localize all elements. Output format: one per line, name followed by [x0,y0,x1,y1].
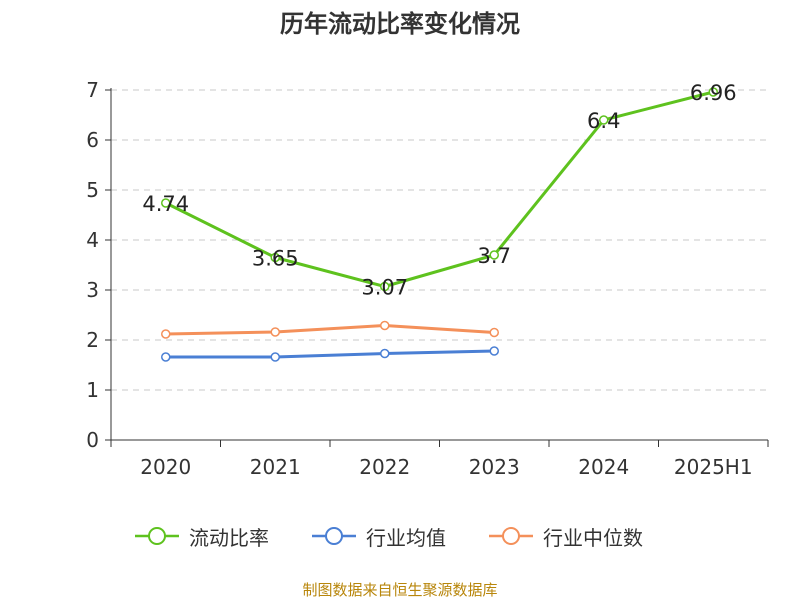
legend-item-industry-mean[interactable]: 行业均值 [310,520,446,552]
y-tick-label: 5 [86,178,99,202]
legend-marker-icon [312,527,356,545]
data-point [161,352,171,362]
legend-label: 行业均值 [366,525,446,550]
series-line [165,90,714,288]
y-tick-label: 0 [86,428,99,452]
y-tick-label: 3 [86,278,99,302]
data-point [489,250,499,260]
chart-title: 历年流动比率变化情况 [280,10,520,38]
data-point [380,348,390,359]
x-tick-label: 2024 [578,455,629,479]
legend-item-current-ratio[interactable]: 流动比率 [133,520,269,552]
data-point [380,320,390,331]
x-tick-label: 2025H1 [674,455,753,479]
data-labels: 4.74 3.65 3.07 3.7 6.4 6.96 [142,81,736,300]
series-line [165,349,495,359]
legend: 流动比率 行业均值 行业中位数 [0,520,800,552]
data-label: 4.74 [142,192,189,216]
legend-label: 行业中位数 [543,525,643,550]
x-tick-label: 2023 [469,455,520,479]
data-point [161,198,171,208]
data-point [161,329,171,339]
data-label: 6.4 [587,109,620,133]
y-tick-label: 7 [86,78,99,102]
legend-label: 流动比率 [189,525,269,550]
legend-item-industry-median[interactable]: 行业中位数 [487,520,643,552]
x-tick-label: 2022 [359,455,410,479]
data-point [270,352,280,362]
x-tick-label: 2020 [140,455,191,479]
data-label: 3.07 [361,276,408,300]
source-note: 制图数据来自恒生聚源数据库 [302,581,498,599]
legend-circle [502,527,520,545]
data-label: 3.65 [252,247,299,271]
data-point [380,281,390,292]
legend-marker-icon [135,527,179,545]
data-label: 3.7 [478,244,511,268]
data-point [708,87,718,97]
data-point [270,252,280,263]
x-tick-label: 2021 [250,455,301,479]
data-label: 6.96 [690,81,737,105]
y-tick-label: 6 [86,128,99,152]
y-tick-label: 2 [86,328,99,352]
legend-circle [148,527,166,545]
series-lines [161,87,718,362]
data-point [489,327,499,338]
axes: 0 1 2 3 4 5 6 7 2020 2021 2022 2023 2024 2025H1 [86,78,769,479]
data-point [270,327,280,337]
data-point [599,115,609,125]
legend-circle [325,527,343,545]
data-point [489,346,499,356]
series-line [165,324,495,336]
grid-lines [111,89,768,391]
legend-marker-icon [489,527,533,545]
y-tick-label: 4 [86,228,99,252]
y-tick-label: 1 [86,378,99,402]
